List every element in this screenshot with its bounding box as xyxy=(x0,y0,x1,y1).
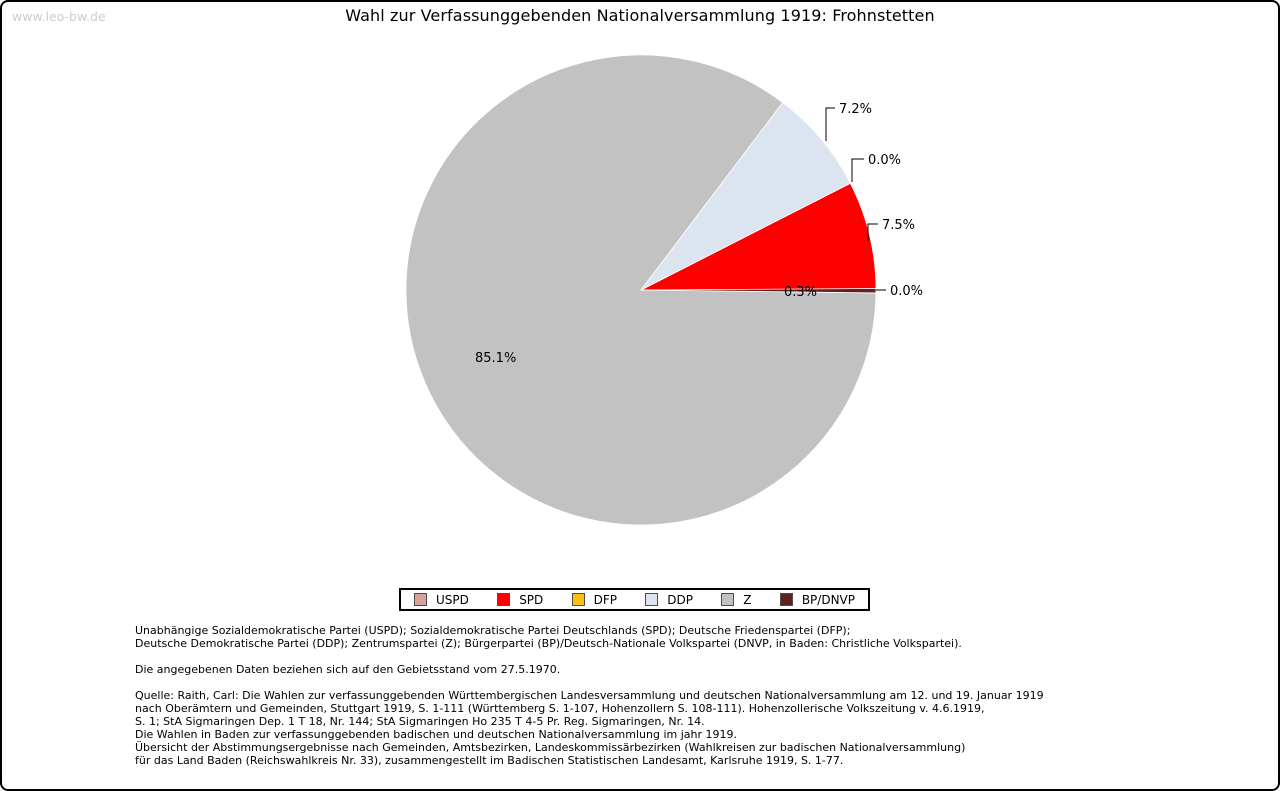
leader-line-dfp xyxy=(851,158,864,182)
legend-label-bp-dnvp: BP/DNVP xyxy=(801,592,855,607)
source-line-5: Übersicht der Abstimmungsergebnisse nach… xyxy=(135,741,966,754)
pie-slice-bp-dnvp xyxy=(640,288,877,294)
legend-swatch-z xyxy=(721,593,735,606)
legend-item-dfp: DFP xyxy=(571,592,617,607)
territorial-status-note: Die angegebenen Daten beziehen sich auf … xyxy=(135,663,1258,676)
pct-label-bp-dnvp: 0.3% xyxy=(784,285,817,300)
legend-label-uspd: USPD xyxy=(436,592,469,607)
footnotes: Unabhängige Sozialdemokratische Partei (… xyxy=(135,624,1258,780)
source-line-2: nach Oberämtern und Gemeinden, Stuttgart… xyxy=(135,702,985,715)
party-abbreviations-line-1: Unabhängige Sozialdemokratische Partei (… xyxy=(135,624,851,637)
territorial-status-line: Die angegebenen Daten beziehen sich auf … xyxy=(135,663,561,676)
leader-line-spd xyxy=(867,223,878,241)
callout-leaders xyxy=(825,107,886,291)
legend-swatch-bp-dnvp xyxy=(779,593,793,606)
legend-item-uspd: USPD xyxy=(414,593,469,607)
pie-slice-ddp xyxy=(640,101,851,291)
legend-swatch-ddp xyxy=(645,593,659,606)
party-abbreviations-line-2: Deutsche Demokratische Partei (DDP); Zen… xyxy=(135,637,962,650)
pie-slice-spd xyxy=(640,182,877,291)
legend-label-spd: SPD xyxy=(519,592,544,607)
pct-label-dfp: 0.0% xyxy=(868,153,901,168)
watermark: www.leo-bw.de xyxy=(12,9,106,24)
legend-swatch-dfp xyxy=(571,593,585,606)
legend-item-bp-dnvp: BP/DNVP xyxy=(779,592,855,607)
pct-label-spd: 7.5% xyxy=(882,218,915,233)
legend-item-spd: SPD xyxy=(497,593,543,607)
legend: USPD SPD DFP DDP Z BP/DNVP xyxy=(399,588,870,611)
pct-label-z: 85.1% xyxy=(475,351,516,366)
legend-label-ddp: DDP xyxy=(667,592,693,607)
source-line-1: Quelle: Raith, Carl: Die Wahlen zur verf… xyxy=(135,689,1044,702)
legend-swatch-uspd xyxy=(414,593,427,606)
legend-item-ddp: DDP xyxy=(645,593,693,607)
pie-wedges xyxy=(405,54,877,526)
legend-label-dfp: DFP xyxy=(593,592,617,607)
party-abbreviations: Unabhängige Sozialdemokratische Partei (… xyxy=(135,624,1258,650)
pct-label-ddp: 7.2% xyxy=(839,102,872,117)
legend-item-z: Z xyxy=(721,592,752,607)
legend-label-z: Z xyxy=(743,592,752,607)
source-line-4: Die Wahlen in Baden zur verfassunggebend… xyxy=(135,728,738,741)
source-line-3: S. 1; StA Sigmaringen Dep. 1 T 18, Nr. 1… xyxy=(135,715,705,728)
page-title: Wahl zur Verfassunggebenden Nationalvers… xyxy=(345,6,935,25)
pct-label-uspd: 0.0% xyxy=(890,284,923,299)
legend-swatch-spd xyxy=(497,593,511,606)
source-citation: Quelle: Raith, Carl: Die Wahlen zur verf… xyxy=(135,689,1258,767)
pie-slice-z xyxy=(405,54,877,526)
leader-line-ddp xyxy=(825,107,835,141)
source-line-6: für das Land Baden (Reichswahlkreis Nr. … xyxy=(135,754,844,767)
pct-labels: 7.2% 0.0% 7.5% 0.0% 0.3% 85.1% xyxy=(475,102,923,366)
